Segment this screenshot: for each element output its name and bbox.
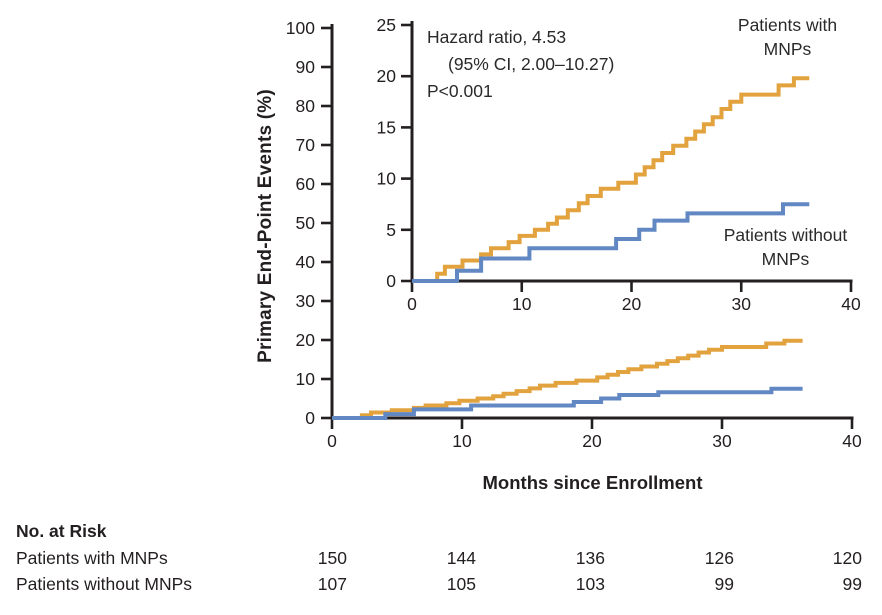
main-y-tick-label: 30 bbox=[296, 291, 316, 311]
main-y-tick-label: 80 bbox=[296, 96, 316, 116]
inset-y-tick-label: 25 bbox=[377, 15, 396, 35]
p-value-line: P<0.001 bbox=[427, 81, 493, 101]
label-patients-with-mnps: Patients with MNPs bbox=[700, 13, 875, 61]
main-y-tick-label: 50 bbox=[296, 213, 316, 233]
risk-with-mnps-month-30: 126 bbox=[704, 548, 734, 568]
inset-y-tick-label: 10 bbox=[377, 169, 397, 189]
y-axis-title: Primary End-Point Events (%) bbox=[255, 89, 276, 363]
inset-x-tick-label: 40 bbox=[841, 294, 861, 314]
risk-with-mnps-month-10: 144 bbox=[446, 548, 476, 568]
inset-curve-with-mnps bbox=[412, 76, 810, 283]
main-x-tick-label: 40 bbox=[842, 431, 862, 451]
main-y-tick-label: 0 bbox=[305, 408, 315, 428]
main-curve-without-mnps bbox=[332, 386, 803, 420]
main-y-tick-label: 100 bbox=[286, 18, 315, 38]
inset-y-tick-label: 5 bbox=[386, 220, 396, 240]
risk-without-mnps-month-0: 107 bbox=[317, 574, 347, 594]
main-y-tick-label: 10 bbox=[296, 369, 316, 389]
risk-without-mnps-month-40: 99 bbox=[842, 574, 862, 594]
risk-row-with-mnps-label: Patients with MNPs bbox=[16, 548, 168, 568]
inset-y-tick-label: 20 bbox=[377, 66, 397, 86]
main-y-tick-label: 40 bbox=[296, 252, 316, 272]
label-patients-with-mnps-line2: MNPs bbox=[763, 39, 812, 59]
hazard-ratio-annotation: Hazard ratio, 4.53 (95% CI, 2.00–10.27) … bbox=[427, 24, 614, 105]
inset-x-tick-label: 10 bbox=[512, 294, 532, 314]
hazard-ratio-line: Hazard ratio, 4.53 bbox=[427, 27, 567, 47]
inset-x-tick-label: 20 bbox=[622, 294, 642, 314]
main-y-tick-label: 60 bbox=[296, 174, 316, 194]
main-x-tick-label: 20 bbox=[582, 431, 602, 451]
risk-without-mnps-month-20: 103 bbox=[575, 574, 605, 594]
risk-table-title: No. at Risk bbox=[16, 521, 107, 541]
inset-y-tick-label: 0 bbox=[386, 271, 396, 291]
main-x-tick-label: 10 bbox=[452, 431, 472, 451]
main-x-tick-label: 30 bbox=[712, 431, 732, 451]
main-y-tick-label: 20 bbox=[296, 330, 316, 350]
main-y-tick-label: 70 bbox=[296, 135, 316, 155]
inset-y-tick-label: 15 bbox=[377, 117, 396, 137]
inset-x-tick-label: 0 bbox=[407, 294, 417, 314]
inset-curve-without-mnps bbox=[412, 202, 810, 283]
risk-with-mnps-month-20: 136 bbox=[575, 548, 605, 568]
risk-without-mnps-month-30: 99 bbox=[714, 574, 734, 594]
confidence-interval-line: (95% CI, 2.00–10.27) bbox=[448, 54, 615, 74]
main-y-tick-label: 90 bbox=[296, 57, 316, 77]
label-patients-without-mnps: Patients without MNPs bbox=[693, 223, 878, 271]
main-curve-with-mnps bbox=[332, 338, 803, 420]
risk-with-mnps-month-0: 150 bbox=[317, 548, 347, 568]
inset-x-tick-label: 30 bbox=[732, 294, 752, 314]
label-patients-without-mnps-line2: MNPs bbox=[761, 249, 810, 269]
risk-with-mnps-month-40: 120 bbox=[832, 548, 862, 568]
risk-without-mnps-month-10: 105 bbox=[446, 574, 476, 594]
label-patients-with-mnps-line1: Patients with bbox=[737, 15, 838, 35]
risk-row-without-mnps-label: Patients without MNPs bbox=[16, 574, 193, 594]
main-x-tick-label: 0 bbox=[327, 431, 337, 451]
x-axis-title: Months since Enrollment bbox=[482, 472, 703, 493]
label-patients-without-mnps-line1: Patients without bbox=[723, 225, 848, 245]
